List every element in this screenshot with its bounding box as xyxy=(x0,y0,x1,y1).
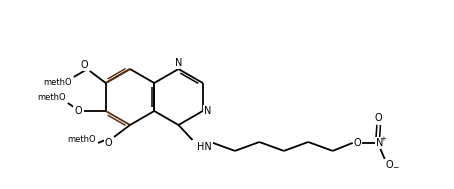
Text: N: N xyxy=(375,138,383,148)
Text: N: N xyxy=(175,58,182,68)
Text: methO: methO xyxy=(37,93,66,102)
Text: −: − xyxy=(392,163,398,172)
Text: O: O xyxy=(375,113,382,123)
Text: methO: methO xyxy=(67,135,96,144)
Text: O: O xyxy=(385,160,393,170)
Text: O: O xyxy=(74,106,82,116)
Text: O: O xyxy=(80,60,88,70)
Text: methO: methO xyxy=(43,78,72,87)
Text: O: O xyxy=(354,138,361,148)
Text: O: O xyxy=(104,138,112,148)
Text: N: N xyxy=(204,106,211,116)
Text: HN: HN xyxy=(197,142,212,152)
Text: +: + xyxy=(380,136,386,142)
